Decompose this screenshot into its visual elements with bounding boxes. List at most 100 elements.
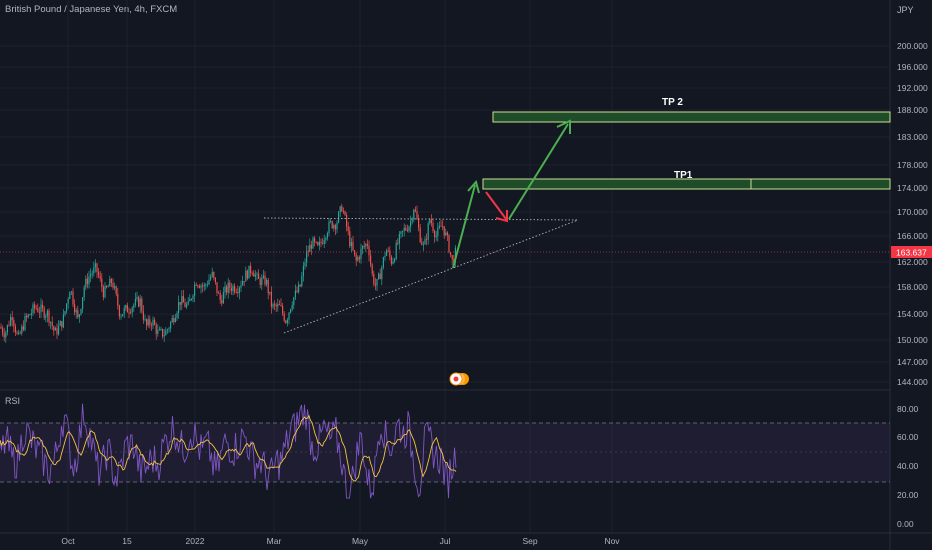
- candle-body: [253, 272, 255, 277]
- candle-body: [149, 319, 151, 325]
- candle-body: [435, 235, 437, 238]
- candle-body: [339, 206, 341, 213]
- candle-body: [347, 226, 349, 232]
- candle-body: [250, 265, 252, 273]
- candle-body: [72, 291, 74, 305]
- candle-body: [259, 278, 261, 285]
- replay-icon[interactable]: [449, 372, 469, 386]
- candle-body: [275, 304, 277, 307]
- time-tick-label: 2022: [186, 536, 205, 546]
- support-trendline[interactable]: [283, 219, 579, 334]
- candle-body: [118, 305, 120, 317]
- drawings[interactable]: TP 2 TP1: [0, 97, 891, 386]
- candle-body: [230, 288, 232, 292]
- candle-body: [181, 296, 183, 305]
- candle-body: [35, 307, 37, 309]
- candle-body: [38, 311, 40, 313]
- candle-body: [27, 314, 29, 318]
- candle-body: [266, 279, 268, 285]
- price-tick-label: 183.000: [897, 132, 928, 142]
- candle-body: [125, 305, 127, 309]
- resistance-line[interactable]: [263, 217, 579, 221]
- tp1-zone[interactable]: [482, 178, 891, 190]
- price-tick-label: 147.000: [897, 357, 928, 367]
- candle-body: [30, 313, 32, 315]
- candle-body: [392, 261, 394, 264]
- candle-body: [434, 230, 436, 238]
- time-tick-label: Sep: [522, 536, 537, 546]
- candle-body: [120, 316, 122, 318]
- candle-body: [197, 285, 199, 287]
- candle-body: [245, 270, 247, 282]
- candle-body: [112, 282, 114, 288]
- candle-body: [376, 279, 378, 286]
- candle-body: [413, 209, 415, 220]
- candle-body: [139, 298, 141, 307]
- candle-body: [59, 321, 61, 326]
- price-axis[interactable]: 200.000 196.000 192.000 188.000 183.000 178.0…: [897, 41, 928, 529]
- candle-body: [165, 330, 167, 336]
- time-tick-label: Jul: [440, 536, 451, 546]
- candle-body: [381, 267, 383, 280]
- rsi-label: RSI: [5, 396, 21, 406]
- candle-body: [234, 285, 236, 292]
- candle-body: [350, 242, 352, 247]
- candle-body: [138, 297, 140, 307]
- price-tick-label: 158.000: [897, 282, 928, 292]
- candle-body: [66, 303, 68, 312]
- candle-body: [221, 300, 223, 304]
- candle-body: [243, 280, 245, 282]
- candle-body: [394, 259, 396, 262]
- candle-body: [451, 255, 453, 260]
- candle-body: [323, 239, 325, 244]
- candle-body: [208, 279, 210, 285]
- candle-body: [422, 244, 424, 246]
- candle-body: [90, 274, 92, 277]
- arrow-up-2[interactable]: [508, 119, 571, 220]
- candle-body: [123, 308, 125, 315]
- price-tick-label: 170.000: [897, 207, 928, 217]
- candle-body: [248, 265, 250, 279]
- candle-body: [67, 298, 69, 304]
- candle-body: [299, 284, 301, 287]
- candle-body: [286, 319, 288, 324]
- candle-body: [91, 273, 93, 275]
- candle-body: [282, 306, 284, 314]
- candle-body: [166, 329, 168, 331]
- candle-body: [131, 307, 133, 313]
- candle-body: [333, 225, 335, 229]
- time-axis[interactable]: Oct 15 2022 Mar May Jul Sep Nov: [61, 536, 620, 546]
- candle-body: [184, 302, 186, 308]
- candle-body: [378, 273, 380, 280]
- candle-body: [198, 286, 200, 288]
- candle-body: [395, 242, 397, 260]
- candle-body: [80, 308, 82, 315]
- candle-body: [237, 291, 239, 294]
- candle-body: [141, 298, 143, 312]
- candle-body: [432, 223, 434, 231]
- price-tick-label: 144.000: [897, 377, 928, 387]
- candle-body: [344, 211, 346, 215]
- candle-body: [18, 332, 20, 334]
- candle-body: [334, 225, 336, 230]
- candle-body: [304, 262, 306, 267]
- candle-body: [160, 328, 162, 330]
- candle-body: [416, 211, 418, 220]
- candle-body: [19, 332, 21, 334]
- candle-body: [40, 304, 42, 313]
- candle-body: [453, 259, 455, 263]
- candle-body: [368, 245, 370, 256]
- candle-body: [24, 316, 26, 330]
- candle-body: [448, 235, 450, 253]
- candle-body: [310, 244, 312, 249]
- candle-body: [445, 232, 447, 236]
- arrow-down[interactable]: [485, 191, 508, 223]
- arrow-up-1[interactable]: [452, 179, 480, 269]
- candle-body: [419, 227, 421, 243]
- rsi-ma-line: [0, 414, 457, 482]
- tp2-zone[interactable]: [492, 111, 891, 123]
- price-tick-label: 192.000: [897, 83, 928, 93]
- candle-body: [98, 272, 100, 276]
- candle-body: [182, 296, 184, 303]
